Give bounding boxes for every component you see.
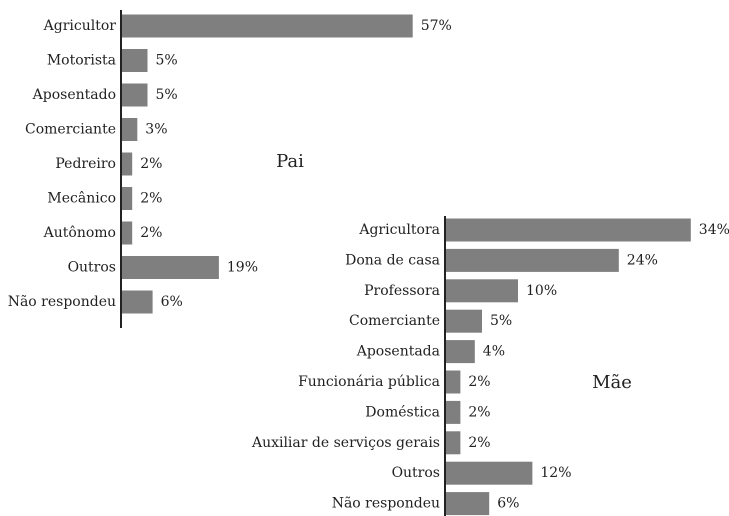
category-label: Comerciante (349, 313, 440, 329)
category-label: Outros (68, 260, 116, 276)
value-label: 2% (468, 435, 490, 451)
chart-title: Pai (276, 151, 304, 172)
category-label: Agricultora (358, 222, 440, 238)
bar (446, 218, 691, 242)
value-label: 2% (468, 374, 490, 390)
bar (122, 152, 133, 176)
value-label: 2% (140, 225, 162, 241)
category-label: Aposentado (32, 87, 116, 103)
bar (122, 221, 133, 245)
category-label: Não respondeu (332, 496, 440, 512)
value-label: 12% (540, 465, 571, 481)
category-label: Motorista (47, 53, 116, 69)
bar (446, 370, 461, 394)
bar (122, 118, 138, 141)
category-label: Dona de casa (345, 252, 440, 268)
value-label: 5% (490, 313, 512, 329)
value-label: 5% (156, 53, 178, 69)
bar (122, 83, 148, 107)
bar (122, 14, 413, 38)
bar (122, 49, 148, 72)
category-label: Doméstica (365, 404, 440, 420)
bar (446, 492, 490, 516)
category-label: Auxiliar de serviços gerais (251, 435, 440, 451)
value-label: 6% (497, 496, 519, 512)
value-label: 6% (161, 294, 183, 310)
bar (446, 431, 461, 455)
category-label: Não respondeu (8, 294, 116, 310)
bar (446, 400, 461, 424)
value-label: 4% (483, 344, 505, 360)
value-label: 19% (227, 260, 258, 276)
value-label: 57% (421, 18, 452, 34)
category-label: Funcionária pública (298, 374, 440, 390)
category-label: Pedreiro (55, 156, 116, 172)
value-label: 5% (156, 87, 178, 103)
bar (446, 340, 475, 364)
category-label: Comerciante (25, 122, 116, 138)
value-label: 10% (526, 283, 557, 299)
category-label: Autônomo (43, 225, 116, 241)
chart-title: Mãe (592, 372, 632, 393)
value-label: 2% (140, 156, 162, 172)
category-label: Mecânico (47, 191, 116, 207)
category-label: Aposentada (356, 344, 440, 360)
bar (446, 248, 619, 272)
category-label: Professora (364, 283, 440, 299)
bar (446, 461, 533, 485)
category-label: Agricultor (43, 18, 117, 34)
value-label: 34% (699, 222, 729, 238)
value-label: 24% (627, 252, 658, 268)
bar (122, 187, 133, 210)
value-label: 3% (145, 122, 167, 138)
value-label: 2% (468, 404, 490, 420)
bar (122, 290, 153, 314)
bar (446, 309, 482, 333)
bar (446, 279, 518, 303)
bar (122, 256, 219, 279)
category-label: Outros (392, 465, 440, 481)
value-label: 2% (140, 191, 162, 207)
